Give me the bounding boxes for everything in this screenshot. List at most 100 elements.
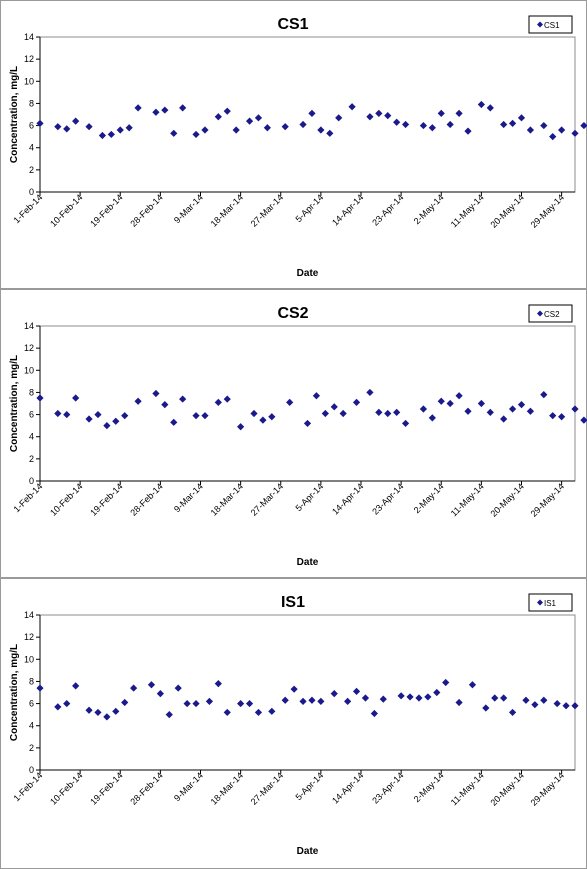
data-points [36,678,579,721]
data-point [161,401,169,409]
data-point [36,684,44,692]
plot-area [39,325,576,482]
data-point [571,405,579,413]
chart-title: CS1 [277,16,308,33]
legend: CS1 [528,15,573,34]
data-point [415,694,423,702]
data-point [63,699,71,708]
data-point [361,694,370,702]
data-point [558,126,566,134]
data-point [437,397,445,405]
data-point [508,405,517,413]
data-point [183,699,191,708]
data-point [580,416,587,424]
data-point [308,109,316,117]
data-point [321,409,329,418]
data-point [486,408,494,416]
y-tick-label: 14 [24,32,34,42]
data-point [580,121,587,130]
data-point [281,696,289,704]
data-point [428,414,436,422]
y-tick-label: 2 [29,743,34,753]
y-tick-label: 6 [29,121,34,131]
legend: CS2 [528,304,573,323]
data-point [500,415,508,423]
data-point [121,698,129,707]
y-tick-label: 14 [24,321,34,331]
data-point [446,120,454,129]
data-point [72,682,80,690]
legend-entry: CS1 [544,21,560,30]
data-point [455,392,463,400]
data-point [508,119,517,127]
y-tick-label: 8 [29,387,34,397]
data-point [54,123,62,131]
y-tick-label: 0 [29,476,34,486]
data-point [540,696,548,704]
data-point [406,693,414,701]
data-point [161,106,169,114]
data-point [508,708,517,717]
data-point [152,389,160,398]
legend-entry: CS2 [544,310,560,319]
data-point [517,401,526,409]
data-point [308,696,316,704]
y-tick-label: 0 [29,765,34,775]
data-point [286,398,294,406]
legend-marker [537,310,543,317]
data-point [428,124,436,132]
y-tick-label: 10 [24,76,34,86]
data-point [54,409,62,418]
data-point [335,114,343,122]
data-point [446,399,454,408]
data-point [384,409,392,418]
legend-entry: IS1 [544,599,557,608]
data-point [500,694,508,702]
data-point [214,680,222,688]
data-point [85,415,93,423]
data-point [192,130,200,139]
data-point [103,713,111,721]
data-point [366,388,374,397]
data-point [299,120,307,129]
data-point [214,113,222,121]
data-point [237,423,245,431]
data-point [290,685,298,693]
data-point [299,697,307,705]
data-point [179,104,187,112]
data-point [281,123,289,131]
data-point [170,418,178,426]
data-point [526,407,535,415]
data-points [36,388,587,431]
data-point [531,701,539,709]
data-point [268,707,276,715]
x-axis-label: Date [297,846,319,857]
data-point [437,109,445,117]
y-tick-label: 6 [29,410,34,420]
data-point [433,688,441,697]
x-axis-label: Date [297,268,319,279]
y-tick-label: 8 [29,98,34,108]
legend-marker [537,599,543,606]
data-point [517,114,526,122]
data-point [330,690,338,698]
data-point [348,103,356,111]
data-point [571,129,579,137]
data-point [393,118,401,126]
data-point [223,708,231,717]
data-points [36,100,587,141]
data-point [165,711,173,719]
data-point [352,398,361,406]
data-point [549,412,557,420]
data-point [170,129,178,137]
data-point [94,410,102,419]
data-point [419,121,428,130]
data-point [344,697,352,705]
data-point [36,394,44,402]
data-point [540,121,548,130]
data-point [326,129,334,137]
data-point [424,693,432,701]
y-tick-label: 2 [29,454,34,464]
